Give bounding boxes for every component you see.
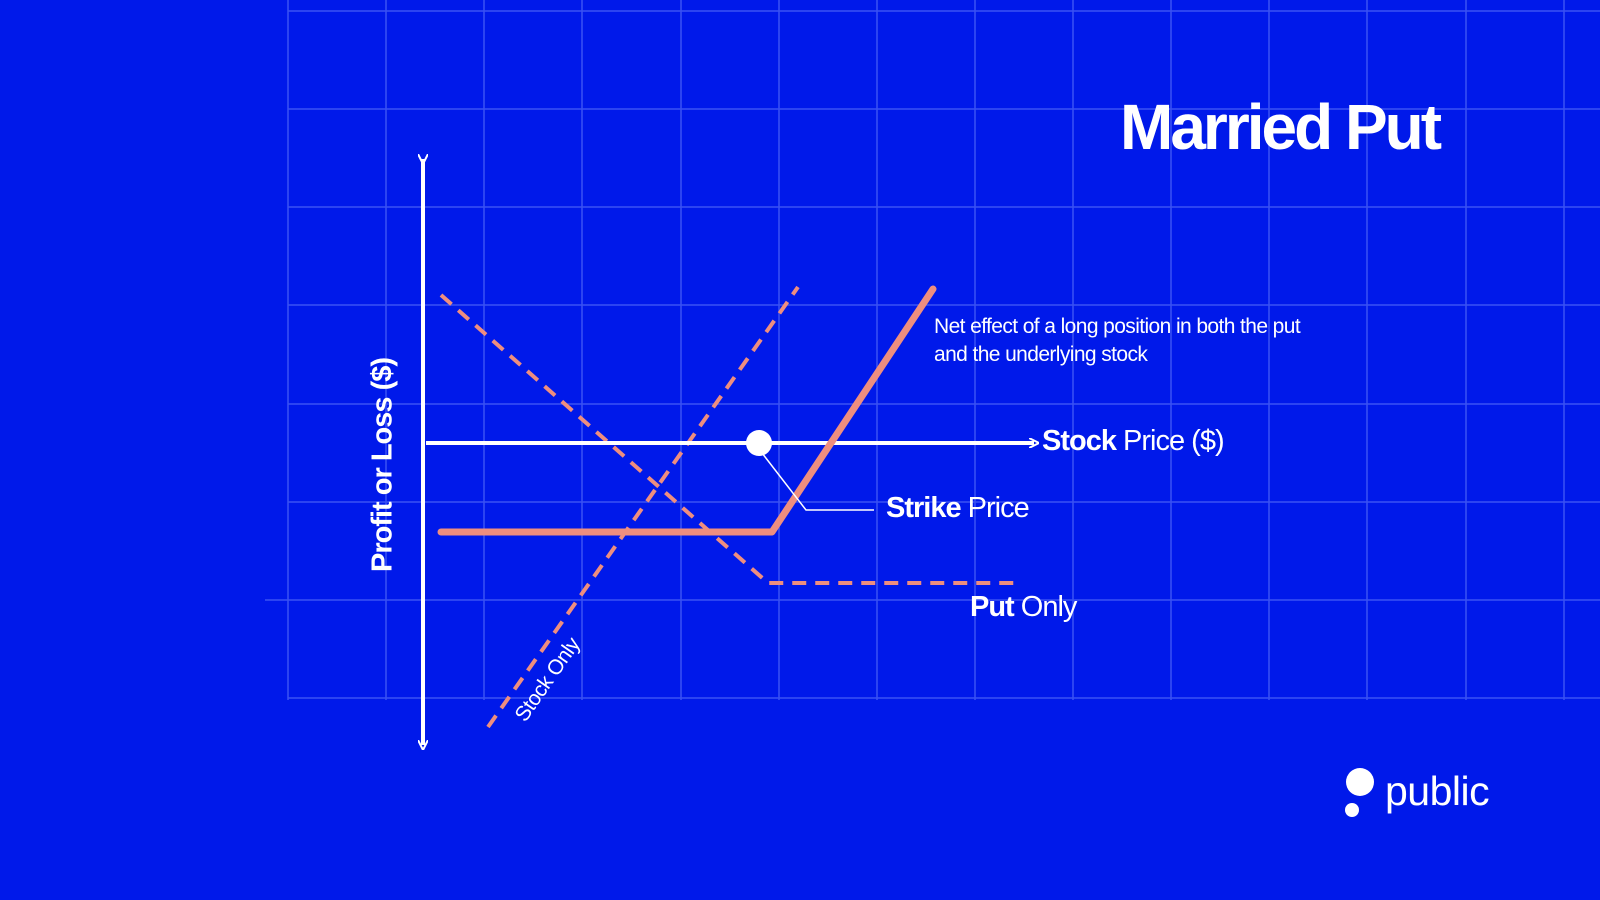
strike-price-label-bold: Strike	[886, 492, 962, 524]
strike-price-point	[746, 430, 772, 456]
put-only-label-bold: Put	[970, 591, 1015, 623]
strike-callout-line	[761, 452, 874, 511]
x-axis-label: Stock Price ($)	[1042, 425, 1225, 458]
x-axis-label-bold: Stock	[1042, 425, 1117, 457]
put-only-label-rest: Only	[1013, 591, 1078, 623]
put-only-line	[439, 293, 1015, 585]
x-axis-label-rest: Price ($)	[1115, 425, 1225, 457]
y-axis-label: Profit or Loss ($)	[366, 357, 399, 573]
public-logo-icon	[1345, 768, 1374, 817]
strike-price-label-rest: Price	[960, 492, 1030, 524]
net-effect-label: Net effect of a long position in both th…	[934, 315, 1301, 366]
page-title: Married Put	[1120, 91, 1442, 163]
public-logo-text: public	[1385, 768, 1490, 814]
put-only-label: Put Only	[970, 591, 1078, 624]
background-grid	[265, 0, 1600, 700]
stock-only-line	[486, 285, 800, 729]
strike-price-label: Strike Price	[886, 492, 1030, 525]
married-put-payoff-line	[437, 285, 937, 536]
